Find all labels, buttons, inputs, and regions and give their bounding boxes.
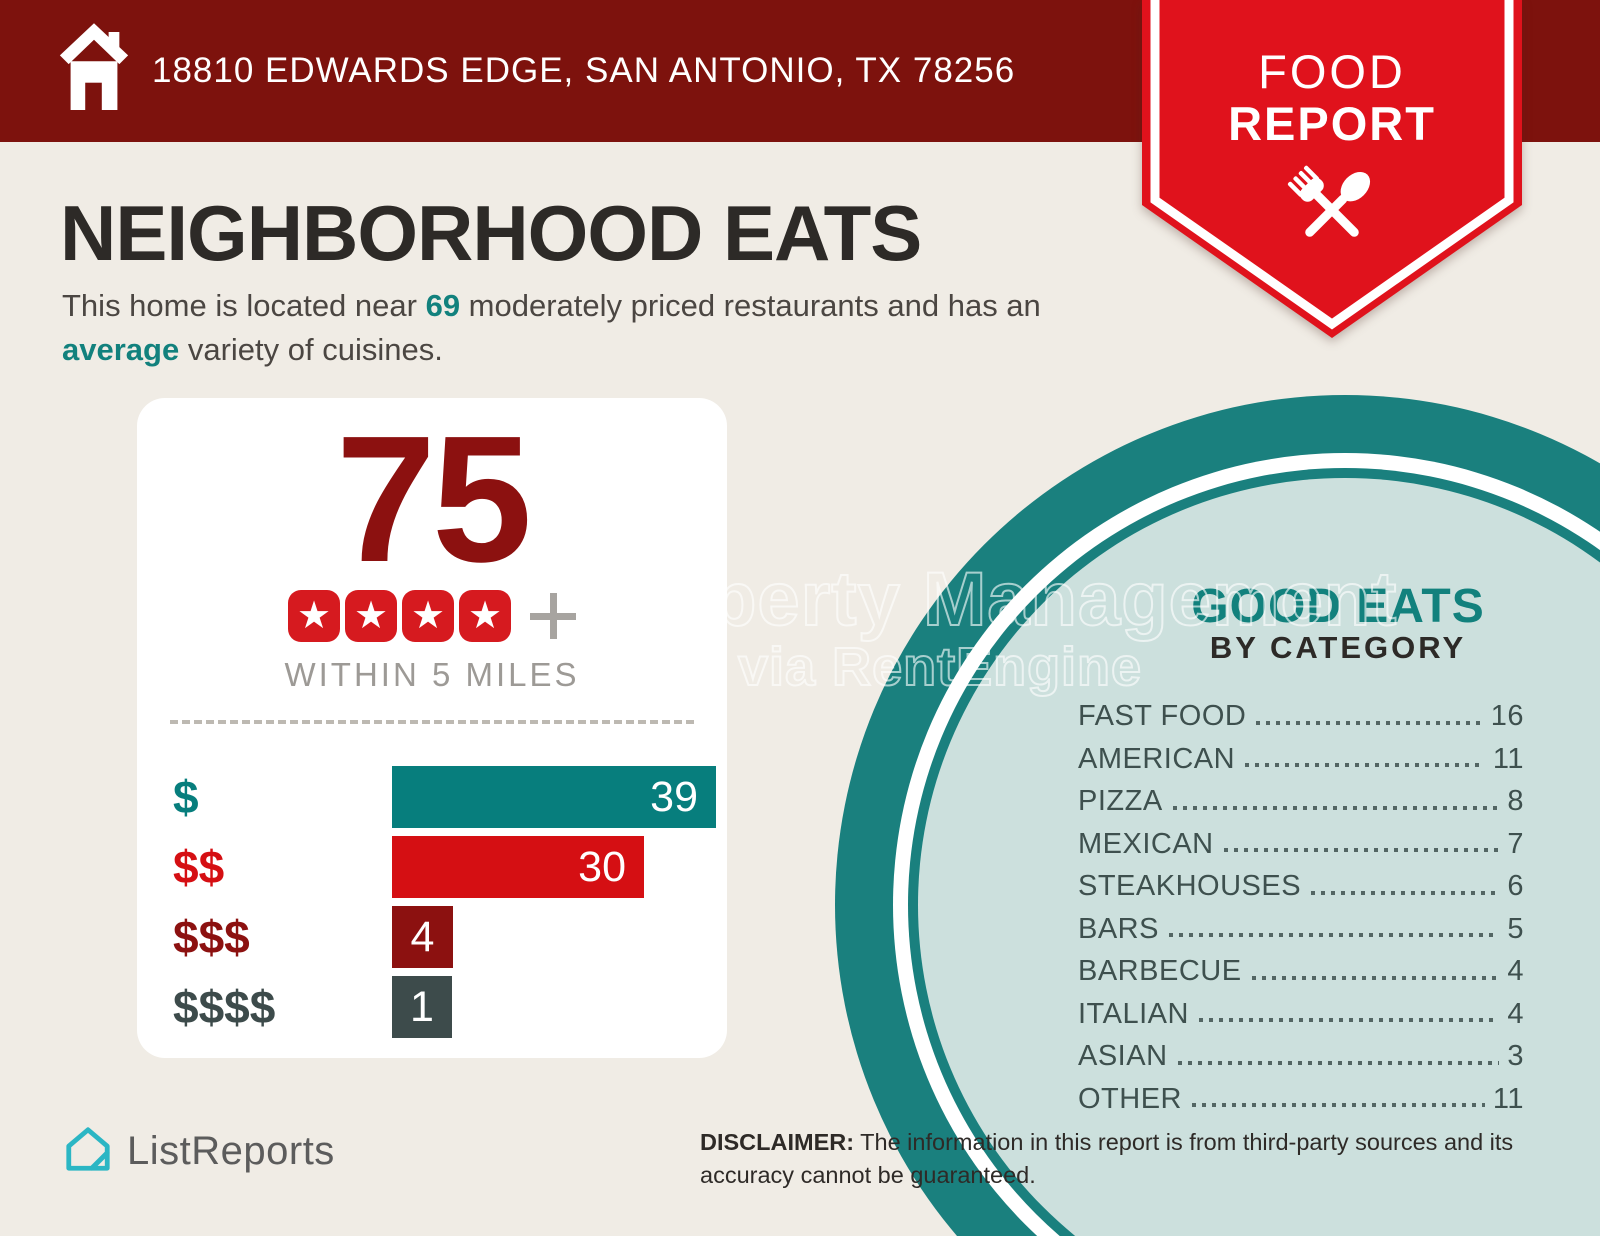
category-label: OTHER	[1078, 1082, 1182, 1115]
category-row: BARBECUE 4	[1078, 944, 1524, 987]
category-label: STEAKHOUSES	[1078, 870, 1302, 903]
star-icon: ★	[459, 590, 511, 642]
ribbon-title-food: FOOD	[1258, 45, 1406, 98]
category-row: ASIAN 3	[1078, 1029, 1524, 1072]
category-label: BARS	[1078, 912, 1159, 945]
ribbon-title-report: REPORT	[1228, 97, 1436, 150]
dotted-leader	[1256, 720, 1483, 725]
price-tier-bar: 30	[392, 836, 644, 898]
plus-icon	[530, 593, 576, 639]
category-row: STEAKHOUSES 6	[1078, 859, 1524, 902]
category-row: FAST FOOD 16	[1078, 689, 1524, 732]
dotted-leader	[1223, 848, 1500, 852]
category-label: BARBECUE	[1078, 955, 1242, 988]
intro-part2: moderately priced restaurants and has an	[460, 288, 1041, 323]
category-count: 3	[1507, 1040, 1524, 1073]
price-tier-bar: 1	[392, 976, 452, 1038]
property-address: 18810 EDWARDS EDGE, SAN ANTONIO, TX 7825…	[152, 51, 1016, 90]
page-title: NEIGHBORHOOD EATS	[60, 189, 922, 277]
price-tier-row: $$$ 4	[137, 906, 727, 968]
dotted-leader	[1172, 805, 1500, 810]
price-tier-row: $ 39	[137, 766, 727, 828]
price-tier-row: $$ 30	[137, 836, 727, 898]
category-row: OTHER 11	[1078, 1072, 1524, 1115]
dotted-leader	[1251, 975, 1500, 980]
category-row: BARS 5	[1078, 902, 1524, 945]
price-tier-bar: 39	[392, 766, 716, 828]
variety-highlight: average	[62, 332, 180, 368]
dotted-leader	[1198, 1018, 1500, 1022]
dotted-leader	[1311, 890, 1500, 895]
category-label: MEXICAN	[1078, 827, 1214, 860]
price-tier-label: $	[173, 771, 199, 823]
category-count: 11	[1492, 742, 1524, 775]
intro-text: This home is located near 69 moderately …	[62, 284, 1072, 372]
spoon-fork-icon	[1272, 148, 1392, 272]
score-card: 75 ★ ★ ★ ★ WITHIN 5 MILES $ 39 $$ 30 $$$…	[137, 398, 727, 1058]
category-count: 6	[1507, 870, 1524, 903]
category-count: 4	[1507, 955, 1524, 988]
home-icon	[55, 20, 133, 127]
dotted-leader	[1177, 1060, 1500, 1065]
disclaimer-text: The information in this report is from t…	[700, 1129, 1514, 1188]
category-label: AMERICAN	[1078, 742, 1236, 775]
good-eats-subtitle: BY CATEGORY	[1209, 630, 1467, 665]
category-row: ITALIAN 4	[1078, 987, 1524, 1030]
price-tier-row: $$$$ 1	[137, 976, 727, 1038]
category-count: 7	[1507, 827, 1524, 860]
dotted-leader	[1245, 763, 1485, 767]
category-count: 5	[1507, 912, 1524, 945]
good-eats-title: GOOD EATS	[1191, 580, 1485, 633]
food-report-ribbon: FOOD REPORT	[1142, 0, 1522, 345]
intro-part1: This home is located near	[62, 288, 426, 323]
category-label: FAST FOOD	[1078, 700, 1247, 733]
divider	[170, 720, 694, 724]
category-label: ASIAN	[1078, 1040, 1168, 1073]
star-icon: ★	[288, 590, 340, 642]
dotted-leader	[1168, 933, 1500, 937]
star-rating: ★ ★ ★ ★	[137, 590, 727, 642]
star-icon: ★	[402, 590, 454, 642]
category-label: ITALIAN	[1078, 997, 1189, 1030]
category-row: MEXICAN 7	[1078, 817, 1524, 860]
category-row: PIZZA 8	[1078, 774, 1524, 817]
disclaimer: DISCLAIMER: The information in this repo…	[700, 1126, 1530, 1192]
category-count: 11	[1492, 1082, 1524, 1115]
price-tier-label: $$$	[173, 911, 250, 963]
restaurant-count: 69	[425, 288, 461, 323]
category-count: 4	[1507, 997, 1524, 1030]
intro-part3: variety of cuisines.	[179, 332, 443, 368]
category-label: PIZZA	[1078, 785, 1163, 818]
dotted-leader	[1192, 1103, 1485, 1107]
radius-caption: WITHIN 5 MILES	[284, 656, 580, 693]
category-count: 16	[1490, 700, 1524, 733]
restaurant-score: 75	[335, 399, 532, 600]
listreports-logo: ListReports	[63, 1124, 335, 1179]
category-row: AMERICAN 11	[1078, 732, 1524, 775]
star-icon: ★	[345, 590, 397, 642]
category-list: FAST FOOD 16 AMERICAN 11 PIZZA 8 MEXICAN 7 S…	[1078, 689, 1524, 1114]
price-tier-bar: 4	[392, 906, 453, 968]
listreports-house-icon	[63, 1124, 113, 1179]
listreports-wordmark: ListReports	[127, 1129, 335, 1173]
price-tier-label: $$	[173, 841, 225, 893]
disclaimer-label: DISCLAIMER:	[700, 1129, 855, 1155]
category-count: 8	[1507, 785, 1524, 818]
price-tier-label: $$$$	[173, 981, 276, 1033]
